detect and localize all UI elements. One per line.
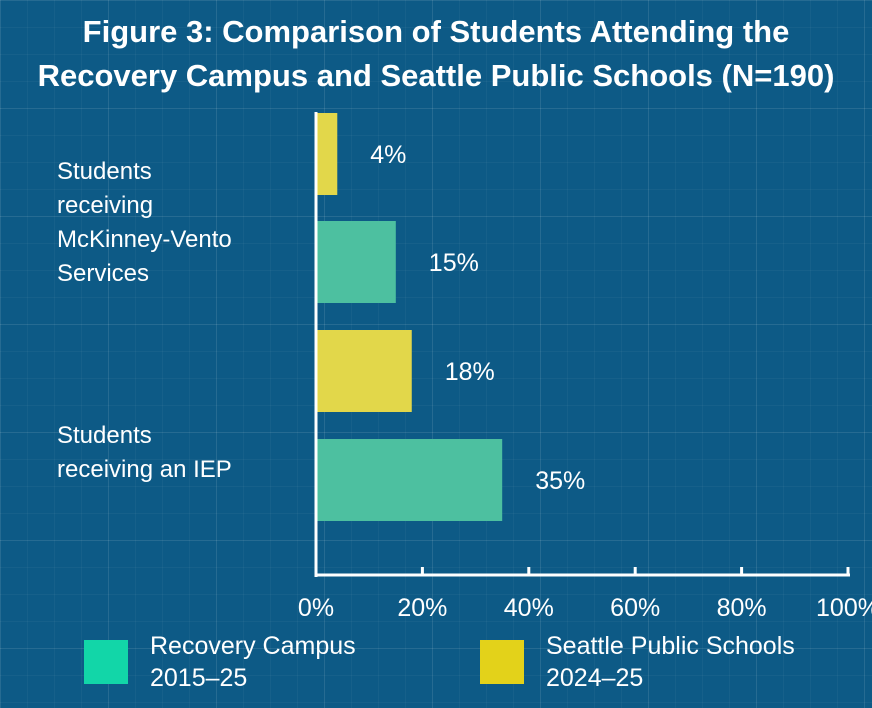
legend-swatch-seattle-public-schools xyxy=(480,640,524,684)
bar-3 xyxy=(316,439,503,521)
x-tick-label-1: 20% xyxy=(397,594,447,622)
x-tick-label-3: 60% xyxy=(610,594,660,622)
legend-label-seattle-public-schools: Seattle Public Schools 2024–25 xyxy=(546,632,795,692)
bar-0 xyxy=(316,113,338,195)
legend-label-recovery-campus: Recovery Campus 2015–25 xyxy=(150,632,356,692)
category-label-iep: Students receiving an IEP xyxy=(57,422,232,483)
bar-1 xyxy=(316,221,396,303)
legend-swatch-recovery-campus xyxy=(84,640,128,684)
chart-title: Figure 3: Comparison of Students Attendi… xyxy=(0,10,872,98)
data-label-0: 4% xyxy=(370,141,406,169)
data-label-2: 18% xyxy=(445,358,495,386)
data-label-3: 35% xyxy=(535,467,585,495)
bar-2 xyxy=(316,330,412,412)
x-tick-label-2: 40% xyxy=(504,594,554,622)
x-tick-label-5: 100% xyxy=(816,594,872,622)
data-label-1: 15% xyxy=(429,249,479,277)
x-tick-label-0: 0% xyxy=(298,594,334,622)
chart-title-line-2: Recovery Campus and Seattle Public Schoo… xyxy=(37,58,835,93)
chart-title-line-1: Figure 3: Comparison of Students Attendi… xyxy=(82,14,790,49)
x-tick-label-4: 80% xyxy=(717,594,767,622)
category-label-mckinney-vento: Students receiving McKinney-Vento Servic… xyxy=(57,158,232,287)
